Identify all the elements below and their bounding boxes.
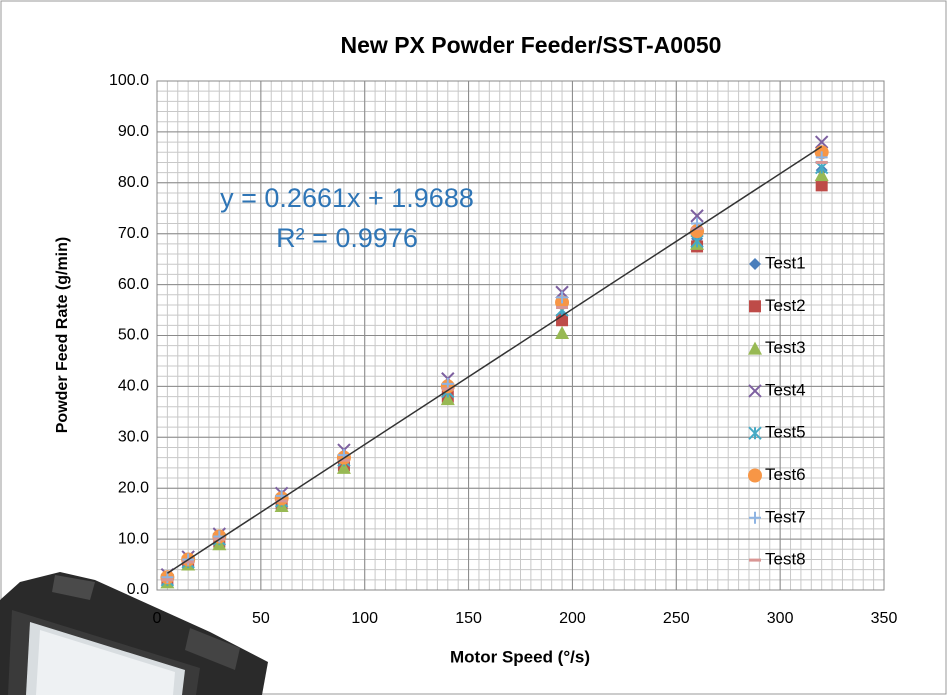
x-tick-label: 0 xyxy=(153,610,162,627)
data-point xyxy=(555,325,570,339)
y-tick-label: 50.0 xyxy=(118,327,149,344)
x-axis-title: Motor Speed (°/s) xyxy=(450,647,590,666)
y-tick-label: 60.0 xyxy=(118,276,149,293)
y-tick-label: 10.0 xyxy=(118,530,149,547)
data-point xyxy=(815,179,828,192)
chart-title: New PX Powder Feeder/SST-A0050 xyxy=(341,32,722,58)
plot-frame xyxy=(156,80,885,591)
trendline-r2: R² = 0.9976 xyxy=(276,223,418,253)
x-tick-label: 350 xyxy=(871,610,898,627)
legend-marker xyxy=(748,384,762,398)
legend-marker xyxy=(748,468,762,483)
x-tick-label: 300 xyxy=(767,610,794,627)
marks xyxy=(160,135,829,589)
legend-label: Test4 xyxy=(765,380,806,399)
legend-label: Test8 xyxy=(765,550,806,569)
legend-label: Test7 xyxy=(765,507,806,526)
y-tick-label: 40.0 xyxy=(118,378,149,395)
y-tick-label: 70.0 xyxy=(118,225,149,242)
legend-label: Test3 xyxy=(765,338,806,357)
y-tick-label: 20.0 xyxy=(118,479,149,496)
y-tick-label: 90.0 xyxy=(118,123,149,140)
y-axis-title: Powder Feed Rate (g/min) xyxy=(54,237,71,433)
x-tick-label: 100 xyxy=(351,610,378,627)
device-photo xyxy=(0,572,268,695)
trendline-equation: y = 0.2661x + 1.9688 xyxy=(220,183,474,213)
x-tick-label: 150 xyxy=(455,610,482,627)
legend-marker xyxy=(749,300,761,313)
data-point xyxy=(690,209,704,223)
legend-label: Test5 xyxy=(765,423,806,442)
legend-marker xyxy=(748,341,762,355)
data-point xyxy=(814,135,829,149)
x-tick-label: 50 xyxy=(252,610,270,627)
y-tick-label: 30.0 xyxy=(118,429,149,446)
legend-label: Test6 xyxy=(765,465,806,484)
y-tick-label: 80.0 xyxy=(118,174,149,191)
data-point xyxy=(814,168,829,182)
data-point xyxy=(556,291,569,304)
legend-marker xyxy=(749,258,761,270)
x-tick-label: 250 xyxy=(663,610,690,627)
data-point xyxy=(440,392,455,406)
legend-marker xyxy=(748,426,762,440)
x-tick-label: 200 xyxy=(559,610,586,627)
legend-marker xyxy=(749,511,761,524)
data-point xyxy=(336,460,351,474)
legend: Test1 Test2 Test3 Test4 Test5 Test6 Test7 Test8 xyxy=(748,253,806,569)
trendline xyxy=(166,145,823,574)
legend-label: Test2 xyxy=(765,296,806,315)
y-tick-label: 0.0 xyxy=(127,581,149,598)
y-tick-label: 100.0 xyxy=(109,72,149,89)
legend-label: Test1 xyxy=(765,253,806,272)
